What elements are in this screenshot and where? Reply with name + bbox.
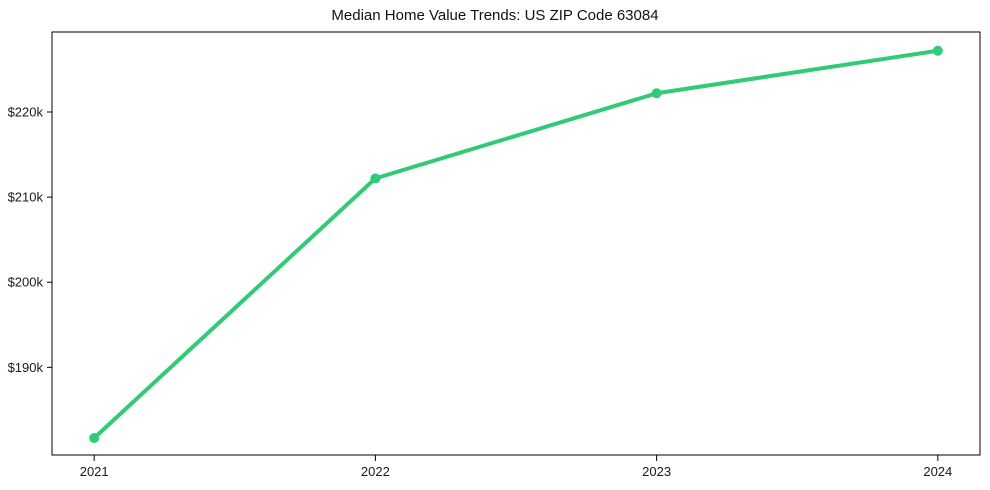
y-tick-label: $210k (8, 190, 44, 205)
x-tick-label: 2021 (80, 464, 109, 479)
x-tick-label: 2022 (361, 464, 390, 479)
data-point-marker (651, 88, 662, 99)
y-tick-label: $200k (8, 275, 44, 290)
data-point-marker (89, 432, 100, 443)
plot-border (51, 31, 981, 456)
x-tick-label: 2023 (642, 464, 671, 479)
x-tick-label: 2024 (923, 464, 952, 479)
y-tick-label: $190k (8, 360, 44, 375)
data-point-marker (932, 45, 943, 56)
line-series (92, 48, 940, 440)
chart-title: Median Home Value Trends: US ZIP Code 63… (331, 7, 659, 24)
data-point-marker (370, 173, 381, 184)
y-tick-label: $220k (8, 105, 44, 120)
